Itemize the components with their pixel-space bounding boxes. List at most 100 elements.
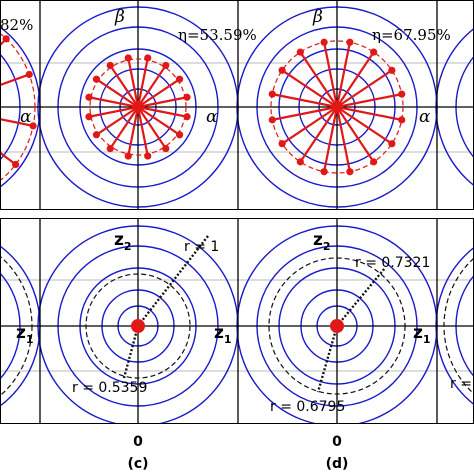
panel-d-center-dot (330, 319, 344, 333)
panel-d-spoke (281, 106, 338, 145)
panel-d-spoke (299, 51, 338, 108)
panel-d-spoke-dot (388, 66, 396, 74)
panel-d-spoke-dot (296, 48, 304, 56)
panel-c-dashed-circle (89, 58, 187, 156)
panel-d-outer-radius-line (336, 267, 386, 327)
panel-label-c: (c) (127, 456, 148, 472)
top-row-plots (0, 0, 474, 210)
cut-left-dashed-circle (0, 32, 36, 182)
panel-d-spoke (335, 42, 351, 108)
panel-c-outer-radius-line (137, 235, 209, 327)
panel-d-spoke-dot (370, 48, 378, 56)
panel-d-spoke (281, 69, 338, 108)
panel-d-inner-radius-line (316, 325, 339, 393)
panel-c-spoke-dot (106, 61, 114, 70)
panel-d-spoke (299, 106, 338, 163)
panel-c-spoke-dot (162, 144, 170, 153)
panel-d-dashed-circle (270, 40, 404, 174)
panel-c-spoke (95, 78, 139, 108)
panel-d-spoke (272, 105, 338, 121)
panel-d-spoke-dot (278, 66, 286, 74)
spokes-panel-d (268, 38, 406, 176)
panel-d-spoke-dot (278, 140, 286, 148)
cut-left-dashed-circle (0, 255, 33, 397)
panel-label-d: (d) (326, 456, 349, 472)
panel-d-spoke-dot (398, 90, 406, 98)
alpha-label-c: α (206, 107, 218, 127)
panel-c-spoke (136, 106, 149, 157)
panel-d-spoke-dot (370, 158, 378, 166)
r-inner-label-d: r = 0.6795 (270, 399, 345, 415)
panel-d-spoke (323, 42, 339, 108)
panel-d-spoke (336, 51, 375, 108)
spokes-panel-c (85, 54, 191, 160)
z1-label-c: z1 (214, 323, 232, 346)
r-inner-label-c: r = 0.5359 (72, 380, 147, 396)
panel-c-spoke (137, 105, 188, 118)
panel-c-inner-radius-line (122, 325, 140, 379)
panel-d-spoke (336, 106, 375, 163)
panel-d-spoke (336, 105, 402, 121)
panel-c-spoke-dot (162, 61, 170, 70)
beta-label-d: β (312, 7, 323, 27)
panel-c-spoke-dot (124, 152, 132, 160)
top-grid (0, 62, 474, 153)
panel-c-spoke-dot (183, 113, 191, 121)
panel-d-spoke-dot (320, 38, 328, 46)
panel-d-spoke-dot (296, 158, 304, 166)
panel-d-spoke-dot (346, 168, 354, 176)
z2-label-d: z2 (313, 230, 331, 253)
panel-d-spoke (323, 106, 339, 172)
panel-c-spoke (137, 96, 188, 109)
alpha-label-cut-left: α (20, 107, 32, 127)
r-label-cut-right: r = (450, 376, 472, 392)
panel-c-spoke-dot (124, 54, 132, 62)
panel-c-spoke-dot (92, 131, 101, 139)
panel-c-dashed-circle (85, 273, 191, 379)
r-outer-label-d: r = 0.7321 (355, 255, 430, 271)
panel-c-spoke (127, 57, 140, 108)
panel-c-spoke (137, 106, 181, 136)
z2-label-c: z2 (114, 230, 132, 253)
cut-left-spoke-dot (25, 70, 33, 79)
efficiency-label-d: η=67.95% (372, 26, 451, 44)
efficiency-label-c: η=53.59% (178, 26, 257, 44)
panel-d-spoke (336, 106, 393, 145)
panel-c-spoke (136, 57, 149, 108)
panel-d-spoke-dot (268, 90, 276, 98)
cut-left-efficiency: 82% (0, 16, 33, 34)
bottom-row-plots (0, 218, 474, 424)
panel-c-center-dot (131, 319, 145, 333)
cut-left-spoke (0, 118, 34, 127)
panel-d-spoke-dot (398, 116, 406, 124)
panel-d-spoke-dot (388, 140, 396, 148)
panel-c-spoke-dot (92, 75, 101, 83)
panel-c-spoke (95, 106, 139, 136)
z1-label-d: z1 (413, 323, 431, 346)
panel-c-spoke-dot (175, 131, 184, 139)
panel-c-spoke-dot (106, 144, 114, 153)
x-tick-d: 0 (332, 434, 342, 450)
panel-d-spoke (335, 106, 351, 172)
panel-c-spoke-dot (144, 54, 152, 62)
z1-label-cut-left: z1 (16, 323, 34, 346)
alpha-label-d: α (419, 107, 431, 127)
panel-d-spoke (336, 93, 402, 109)
panel-c-spoke (109, 64, 139, 108)
panel-d-spoke-dot (320, 168, 328, 176)
panel-c-spoke-dot (85, 93, 93, 101)
cut-left-spoke-dot (2, 35, 10, 43)
panel-d-spoke-dot (268, 116, 276, 124)
panel-c-spoke (127, 106, 140, 157)
bottom-grid (0, 279, 474, 372)
panel-c-spoke-dot (183, 93, 191, 101)
panel-c-spoke (137, 64, 167, 108)
bottom-radius-markers (0, 235, 474, 397)
panel-c-spoke (137, 78, 181, 108)
cut-left-spoke-dot (12, 160, 20, 169)
cut-left-spoke-dot (29, 122, 37, 130)
x-tick-c: 0 (133, 434, 143, 450)
panel-c-spoke-dot (144, 152, 152, 160)
r-outer-label-c: r = 1 (184, 239, 219, 255)
